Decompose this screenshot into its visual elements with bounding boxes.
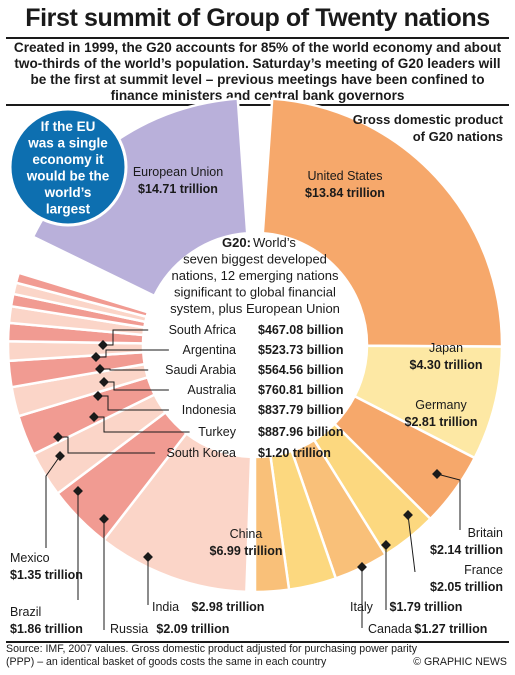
value-turkey: $887.96 billion [258, 425, 343, 439]
leader-mexico [45, 455, 61, 548]
eu-callout-line-1: was a single [27, 136, 108, 151]
value-indonesia: $837.79 billion [258, 403, 343, 417]
center-line-3: significant to global financial [174, 285, 336, 300]
value-south-africa: $467.08 billion [258, 323, 343, 337]
value-italy: $1.79 trillion [390, 600, 463, 614]
subtitle: Created in 1999, the G20 accounts for 85… [13, 40, 502, 103]
label-britain: Britain [468, 526, 503, 540]
label-france: France [464, 563, 503, 577]
label-argentina: Argentina [182, 343, 236, 357]
footer-divider [6, 641, 509, 643]
label-indonesia: Indonesia [182, 403, 236, 417]
value-canada: $1.27 trillion [414, 622, 487, 636]
slice-south-africa [14, 271, 150, 319]
value-germany: $2.81 trillion [405, 415, 478, 429]
label-japan: Japan [429, 341, 463, 355]
value-india: $2.98 trillion [192, 600, 265, 614]
label-united-states: United States [307, 169, 382, 183]
label-australia: Australia [187, 383, 236, 397]
center-line-4: system, plus European Union [170, 301, 340, 316]
value-united-states: $13.84 trillion [305, 186, 385, 200]
leader-france [407, 514, 416, 573]
leader-australia [104, 381, 169, 391]
value-russia: $2.09 trillion [156, 622, 229, 636]
value-saudi-arabia: $564.56 billion [258, 363, 343, 377]
credit: © GRAPHIC NEWS [413, 656, 507, 668]
value-japan: $4.30 trillion [410, 358, 483, 372]
eu-callout-line-0: If the EU [41, 119, 96, 134]
slice-united-states [261, 97, 504, 348]
chart-title-line1: Gross domestic product [353, 112, 504, 127]
label-china: China [230, 527, 263, 541]
leader-south-africa [103, 329, 149, 346]
center-lead: G20: [222, 235, 251, 250]
page-title: First summit of Group of Twenty nations [25, 4, 490, 32]
label-canada: Canada [368, 622, 412, 636]
value-south-korea: $1.20 trillion [258, 446, 331, 460]
center-line-1: seven biggest developed [183, 252, 327, 267]
label-saudi-arabia: Saudi Arabia [165, 363, 236, 377]
leader-britain [436, 473, 461, 530]
value-china: $6.99 trillion [210, 544, 283, 558]
leader-argentina [96, 349, 169, 358]
leader-saudi-arabia [100, 368, 149, 371]
chart-title-line2: of G20 nations [413, 129, 503, 144]
leader-south-korea [58, 436, 156, 454]
subtitle-divider [6, 104, 509, 106]
center-line-2: nations, 12 emerging nations [172, 268, 339, 283]
value-argentina: $523.73 billion [258, 343, 343, 357]
value-european-union: $14.71 trillion [138, 182, 218, 196]
eu-callout-badge [8, 107, 128, 227]
label-russia: Russia [110, 622, 148, 636]
value-britain: $2.14 trillion [430, 543, 503, 557]
label-germany: Germany [415, 398, 467, 412]
eu-callout-line-5: largest [46, 202, 91, 217]
slice-canada [253, 454, 291, 594]
value-france: $2.05 trillion [430, 580, 503, 594]
eu-callout-line-3: would be the [26, 169, 110, 184]
label-south-africa: South Africa [169, 323, 236, 337]
title-divider [6, 37, 509, 39]
center-line-0: World’s [253, 235, 296, 250]
value-mexico: $1.35 trillion [10, 568, 83, 582]
label-brazil: Brazil [10, 605, 41, 619]
value-brazil: $1.86 trillion [10, 622, 83, 636]
eu-callout-line-2: economy it [32, 152, 104, 167]
leader-indonesia [98, 395, 169, 411]
eu-callout-line-4: world’s [44, 185, 92, 200]
source-note: Source: IMF, 2007 values. Gross domestic… [6, 643, 418, 668]
leader-turkey [94, 416, 190, 433]
label-india: India [152, 600, 179, 614]
label-south-korea: South Korea [167, 446, 237, 460]
label-mexico: Mexico [10, 551, 50, 565]
value-australia: $760.81 billion [258, 383, 343, 397]
label-european-union: European Union [133, 165, 223, 179]
label-turkey: Turkey [198, 425, 236, 439]
